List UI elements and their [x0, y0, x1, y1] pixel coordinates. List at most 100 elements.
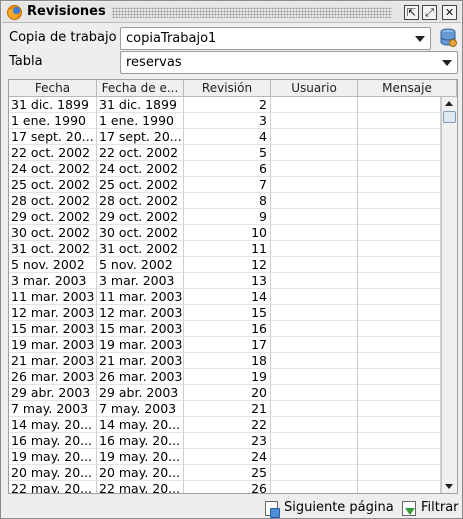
next-page-button[interactable]: Siguiente página	[265, 499, 395, 519]
cell-revision: 18	[184, 353, 271, 369]
cell-usuario	[271, 209, 358, 225]
table-row[interactable]: 14 may. 20... 14 may. 20... 22	[9, 417, 441, 433]
cell-revision: 13	[184, 273, 271, 289]
column-header-usuario[interactable]: Usuario	[271, 80, 358, 97]
vertical-scrollbar[interactable]	[441, 97, 457, 493]
cell-fecha-efectiva: 24 oct. 2002	[97, 161, 184, 177]
cell-usuario	[271, 193, 358, 209]
cell-fecha: 31 dic. 1899	[9, 97, 97, 113]
cell-revision: 26	[184, 481, 271, 493]
cell-fecha: 15 mar. 2003	[9, 321, 97, 337]
cell-revision: 8	[184, 193, 271, 209]
filter-button[interactable]: Filtrar	[402, 499, 460, 519]
cell-mensaje	[358, 401, 441, 417]
cell-mensaje	[358, 193, 441, 209]
cell-mensaje	[358, 161, 441, 177]
cell-mensaje	[358, 273, 441, 289]
cell-fecha-efectiva: 12 mar. 2003	[97, 305, 184, 321]
table-row[interactable]: 12 mar. 2003 12 mar. 2003 15	[9, 305, 441, 321]
cell-fecha: 21 mar. 2003	[9, 353, 97, 369]
cell-fecha-efectiva: 31 dic. 1899	[97, 97, 184, 113]
cell-mensaje	[358, 369, 441, 385]
table-row[interactable]: 22 oct. 2002 22 oct. 2002 5	[9, 145, 441, 161]
cell-fecha-efectiva: 22 may. 20...	[97, 481, 184, 493]
table-row[interactable]: 22 may. 20... 22 may. 20... 26	[9, 481, 441, 493]
table-header: Fecha Fecha de e... Revisión Usuario Men…	[9, 80, 457, 97]
maximize-icon[interactable]: ⤢	[422, 5, 437, 20]
cell-fecha-efectiva: 20 may. 20...	[97, 465, 184, 481]
table-select[interactable]: reservas	[120, 51, 458, 74]
cell-fecha-efectiva: 7 may. 2003	[97, 401, 184, 417]
cell-revision: 6	[184, 161, 271, 177]
table-row[interactable]: 3 mar. 2003 3 mar. 2003 13	[9, 273, 441, 289]
table-row[interactable]: 24 oct. 2002 24 oct. 2002 6	[9, 161, 441, 177]
cell-usuario	[271, 417, 358, 433]
working-copy-select[interactable]: copiaTrabajo1	[120, 27, 431, 50]
table-row[interactable]: 30 oct. 2002 30 oct. 2002 10	[9, 225, 441, 241]
table-row[interactable]: 29 oct. 2002 29 oct. 2002 9	[9, 209, 441, 225]
cell-fecha-efectiva: 28 oct. 2002	[97, 193, 184, 209]
scroll-down-icon[interactable]	[442, 479, 457, 493]
cell-fecha-efectiva: 14 may. 20...	[97, 417, 184, 433]
cell-revision: 20	[184, 385, 271, 401]
cell-fecha-efectiva: 11 mar. 2003	[97, 289, 184, 305]
cell-fecha: 19 mar. 2003	[9, 337, 97, 353]
chevron-down-icon	[415, 36, 425, 42]
table-row[interactable]: 17 sept. 20... 17 sept. 20... 4	[9, 129, 441, 145]
chevron-down-icon	[442, 60, 452, 66]
table-body: 31 dic. 1899 31 dic. 1899 2 1 ene. 1990 1 en…	[9, 97, 441, 493]
cell-fecha-efectiva: 15 mar. 2003	[97, 321, 184, 337]
scrollbar-thumb[interactable]	[443, 111, 456, 123]
column-header-mensaje[interactable]: Mensaje	[358, 80, 457, 97]
title-drag-grip[interactable]	[112, 7, 392, 18]
table-row[interactable]: 5 nov. 2002 5 nov. 2002 12	[9, 257, 441, 273]
table-row[interactable]: 16 may. 20... 16 may. 20... 23	[9, 433, 441, 449]
cell-fecha-efectiva: 17 sept. 20...	[97, 129, 184, 145]
table-row[interactable]: 28 oct. 2002 28 oct. 2002 8	[9, 193, 441, 209]
table-row[interactable]: 25 oct. 2002 25 oct. 2002 7	[9, 177, 441, 193]
table-row[interactable]: 19 mar. 2003 19 mar. 2003 17	[9, 337, 441, 353]
working-copy-value: copiaTrabajo1	[126, 31, 217, 46]
cell-usuario	[271, 273, 358, 289]
scroll-up-icon[interactable]	[442, 97, 457, 111]
database-icon[interactable]	[440, 28, 457, 47]
column-header-fecha[interactable]: Fecha	[9, 80, 97, 97]
table-row[interactable]: 26 mar. 2003 26 mar. 2003 19	[9, 369, 441, 385]
detach-icon[interactable]: ⇱	[404, 5, 419, 20]
cell-usuario	[271, 113, 358, 129]
title-bar[interactable]: Revisiones ⇱ ⤢ ✕	[2, 2, 461, 23]
cell-usuario	[271, 481, 358, 493]
cell-usuario	[271, 257, 358, 273]
column-header-revision[interactable]: Revisión	[184, 80, 271, 97]
table-row[interactable]: 11 mar. 2003 11 mar. 2003 14	[9, 289, 441, 305]
table-row[interactable]: 31 oct. 2002 31 oct. 2002 11	[9, 241, 441, 257]
table-row[interactable]: 31 dic. 1899 31 dic. 1899 2	[9, 97, 441, 113]
table-row[interactable]: 29 abr. 2003 29 abr. 2003 20	[9, 385, 441, 401]
table-label: Tabla	[9, 54, 43, 69]
cell-fecha: 30 oct. 2002	[9, 225, 97, 241]
cell-fecha-efectiva: 26 mar. 2003	[97, 369, 184, 385]
table-row[interactable]: 20 may. 20... 20 may. 20... 25	[9, 465, 441, 481]
working-copy-label: Copia de trabajo	[9, 30, 117, 45]
close-icon[interactable]: ✕	[442, 5, 457, 20]
cell-revision: 5	[184, 145, 271, 161]
table-row[interactable]: 7 may. 2003 7 may. 2003 21	[9, 401, 441, 417]
cell-fecha: 20 may. 20...	[9, 465, 97, 481]
cell-usuario	[271, 97, 358, 113]
cell-revision: 3	[184, 113, 271, 129]
table-row[interactable]: 19 may. 20... 19 may. 20... 24	[9, 449, 441, 465]
app-logo-icon	[7, 5, 22, 20]
table-row[interactable]: 15 mar. 2003 15 mar. 2003 16	[9, 321, 441, 337]
cell-mensaje	[358, 417, 441, 433]
cell-usuario	[271, 401, 358, 417]
cell-mensaje	[358, 337, 441, 353]
column-header-fecha-efectiva[interactable]: Fecha de e...	[97, 80, 184, 97]
table-row[interactable]: 1 ene. 1990 1 ene. 1990 3	[9, 113, 441, 129]
cell-fecha-efectiva: 29 oct. 2002	[97, 209, 184, 225]
table-row[interactable]: 21 mar. 2003 21 mar. 2003 18	[9, 353, 441, 369]
cell-mensaje	[358, 465, 441, 481]
cell-mensaje	[358, 145, 441, 161]
cell-fecha-efectiva: 16 may. 20...	[97, 433, 184, 449]
cell-revision: 4	[184, 129, 271, 145]
